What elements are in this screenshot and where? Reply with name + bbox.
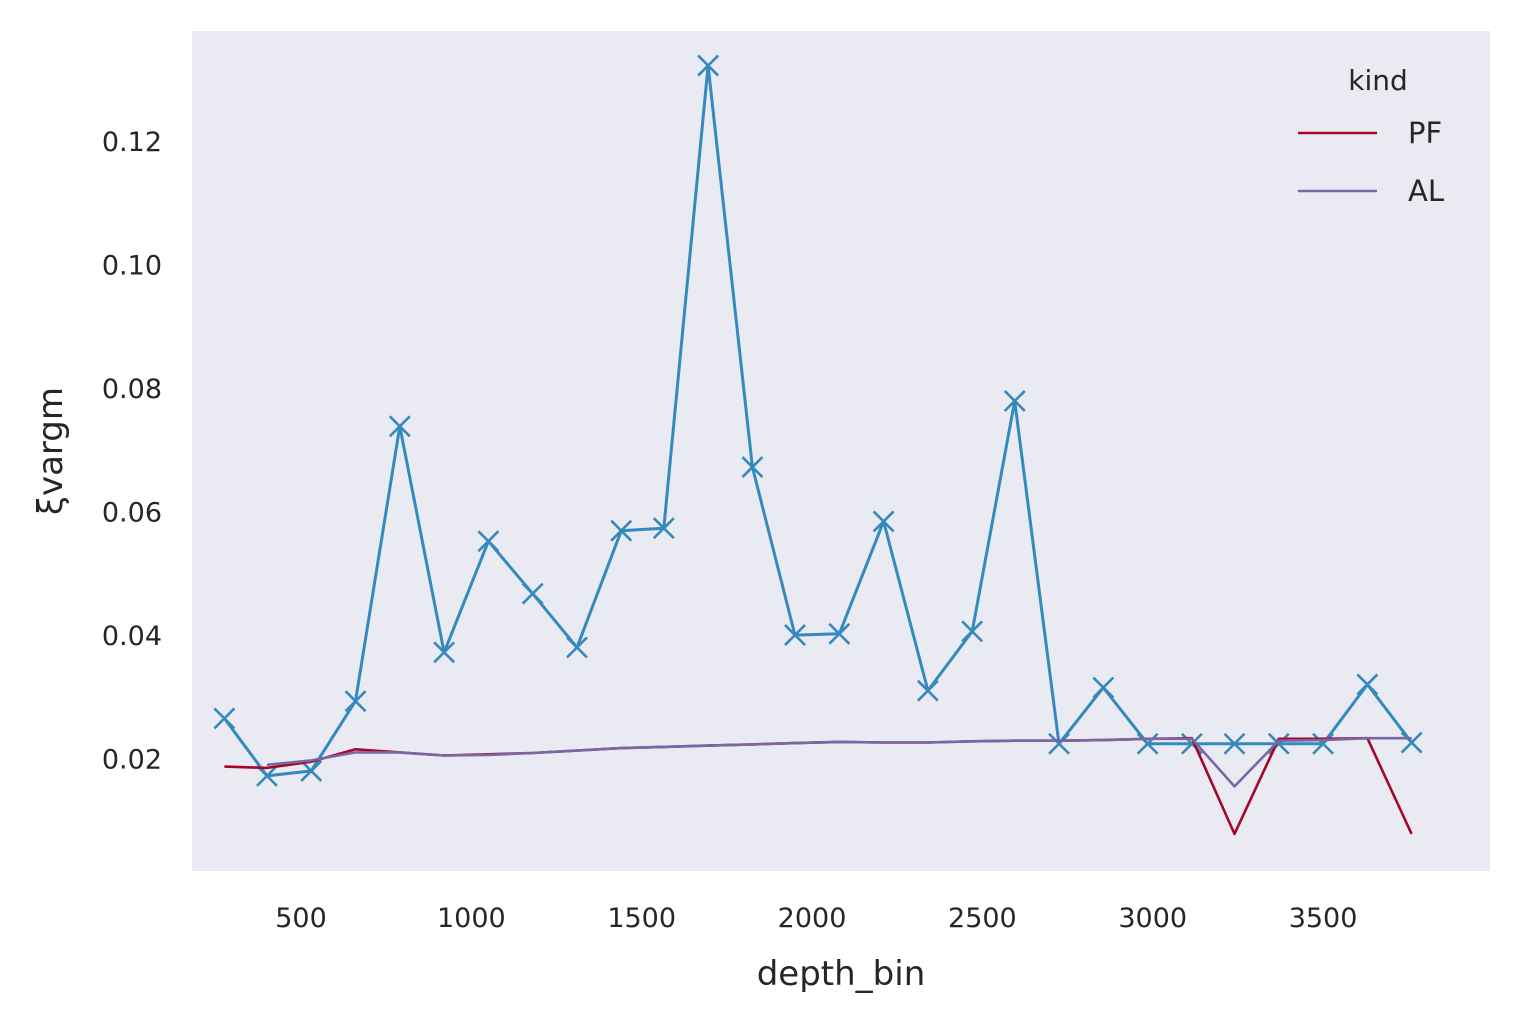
data-point: [828, 622, 851, 645]
data-point: [433, 641, 456, 664]
data-point: [610, 519, 633, 542]
data-point: [344, 690, 367, 713]
plot-background: [192, 31, 1490, 871]
data-point: [388, 415, 411, 438]
data-point: [521, 582, 544, 605]
y-tick-label: 0.04: [102, 621, 162, 652]
data-point: [213, 707, 236, 730]
x-tick-labels: 500 1000 1500 2000 2500 3000 3500: [275, 903, 1357, 934]
data-point: [784, 624, 806, 646]
data-point: [1092, 676, 1115, 699]
data-point: [300, 760, 323, 782]
x-tick-label: 2500: [948, 903, 1017, 934]
data-point: [872, 510, 895, 533]
data-point: [961, 620, 984, 643]
y-tick-label: 0.12: [102, 127, 162, 158]
y-tick-labels: 0.02 0.04 0.06 0.08 0.10 0.12: [102, 127, 162, 776]
data-point: [1356, 673, 1379, 696]
legend-items: PF AL: [1298, 116, 1444, 208]
y-tick-label: 0.02: [102, 745, 162, 776]
data-point: [652, 517, 675, 540]
data-point: [916, 679, 939, 702]
legend-item-pf: PF: [1298, 116, 1442, 150]
x-axis-label: depth_bin: [757, 954, 926, 994]
legend-title: kind: [1348, 64, 1408, 97]
y-tick-label: 0.06: [102, 498, 162, 529]
series-unlabeled: [213, 54, 1423, 787]
legend-item-al: AL: [1298, 174, 1444, 208]
series-layer: [213, 54, 1423, 836]
series-line: [266, 736, 1412, 788]
series-line: [223, 64, 1413, 778]
data-point: [741, 456, 764, 478]
data-point: [256, 764, 278, 787]
x-tick-label: 2000: [778, 903, 847, 934]
y-tick-label: 0.10: [102, 250, 162, 281]
data-point: [1400, 731, 1423, 754]
data-point: [566, 636, 588, 659]
data-point: [1312, 732, 1334, 755]
x-tick-label: 1000: [437, 903, 506, 934]
y-tick-label: 0.08: [102, 374, 162, 405]
data-point: [697, 54, 720, 77]
x-tick-label: 1500: [607, 903, 676, 934]
series-al: [266, 736, 1412, 788]
data-point: [1003, 390, 1026, 412]
legend-label: PF: [1408, 116, 1442, 150]
x-tick-label: 3500: [1289, 903, 1358, 934]
x-tick-label: 500: [275, 903, 327, 934]
legend-label: AL: [1408, 174, 1444, 208]
data-point: [1136, 732, 1159, 755]
y-axis-label: ξvargm: [31, 387, 71, 515]
data-point: [477, 530, 500, 553]
data-point: [1048, 732, 1070, 755]
x-tick-label: 3000: [1118, 903, 1187, 934]
data-point: [1223, 732, 1246, 755]
legend: kind PF AL: [1298, 64, 1444, 208]
